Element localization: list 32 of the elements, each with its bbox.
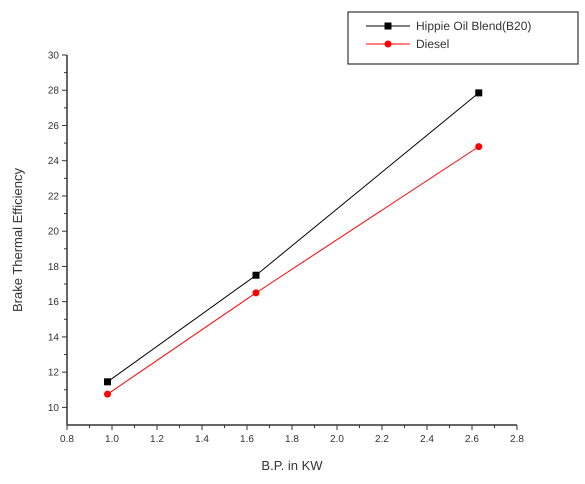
x-tick-label: 2.6 <box>465 434 480 445</box>
y-tick-label: 14 <box>48 332 60 344</box>
y-axis-title: Brake Thermal Efficiency <box>10 167 25 312</box>
point <box>104 390 111 398</box>
y-tick-label: 10 <box>48 402 60 414</box>
x-tick-label: 1.6 <box>240 434 254 445</box>
y-tick-label: 20 <box>48 226 60 238</box>
x-tick-label: 1.0 <box>105 434 120 445</box>
y-tick-label: 22 <box>48 191 60 202</box>
x-tick-label: 2.8 <box>510 434 524 445</box>
legend-label: Hippie Oil Blend(B20) <box>416 19 532 33</box>
x-tick-label: 1.8 <box>285 434 300 445</box>
x-tick-label: 1.4 <box>195 434 210 445</box>
y-tick-label: 28 <box>48 86 60 97</box>
x-tick-label: 2.4 <box>420 434 434 445</box>
point <box>475 143 482 150</box>
point <box>252 289 260 296</box>
x-tick-label: 2.0 <box>330 434 344 445</box>
legend-label: Diesel <box>416 37 450 51</box>
point <box>104 378 111 386</box>
x-tick-label: 0.8 <box>60 434 74 445</box>
y-tick-label: 30 <box>48 50 60 62</box>
y-tick-label: 18 <box>48 262 60 273</box>
x-tick-label: 1.2 <box>150 434 164 445</box>
y-tick-label: 12 <box>48 368 60 379</box>
y-tick-label: 26 <box>48 120 60 132</box>
x-axis-title: B.P. in KW <box>261 458 324 473</box>
y-tick-label: 24 <box>48 156 60 168</box>
point <box>252 272 260 279</box>
y-tick-label: 16 <box>48 297 60 308</box>
point <box>475 89 482 96</box>
x-tick-label: 2.2 <box>375 434 390 445</box>
